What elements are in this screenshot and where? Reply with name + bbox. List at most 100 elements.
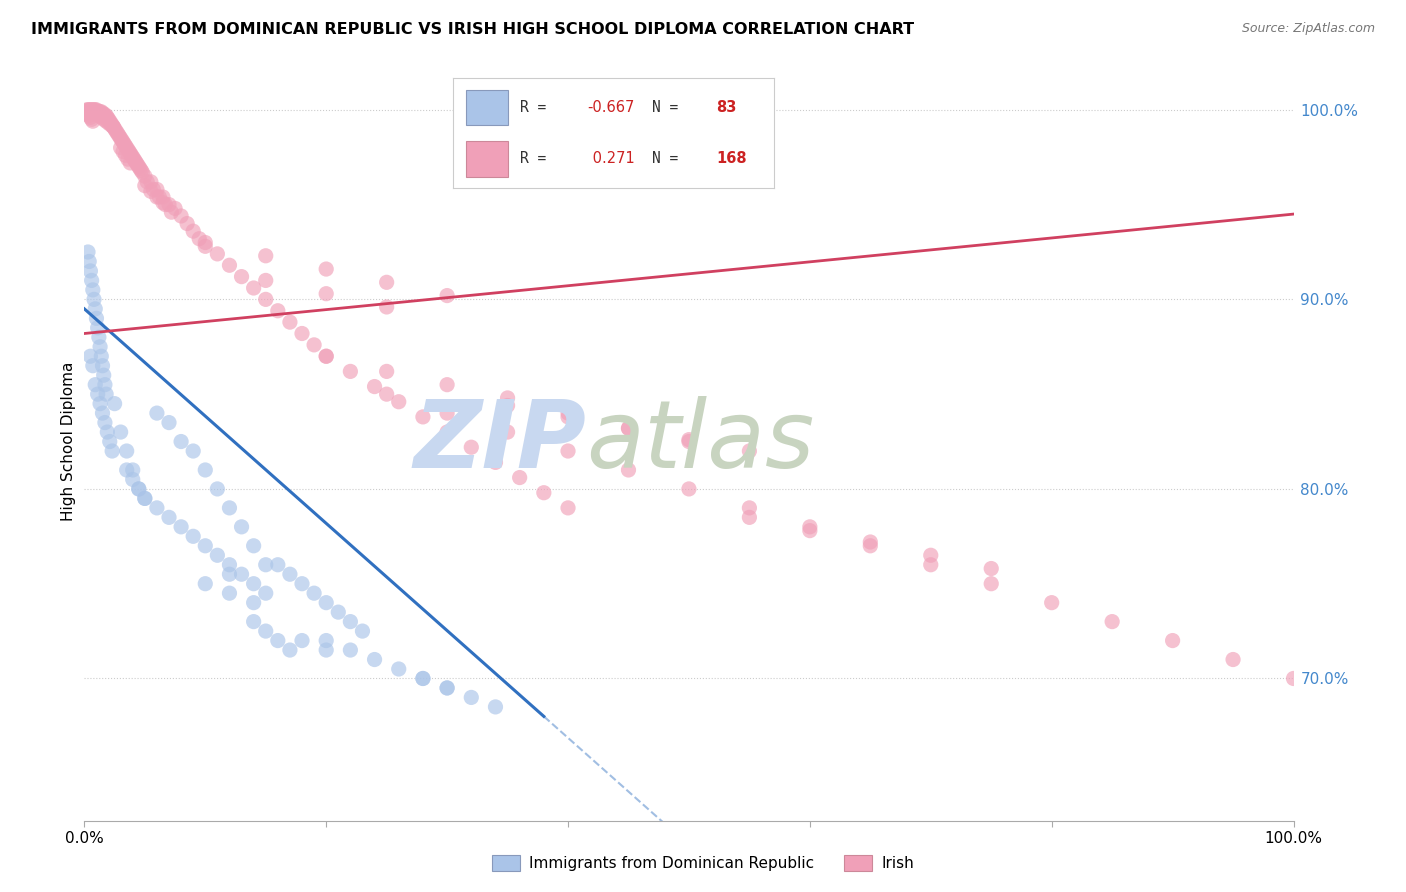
Point — [363, 652, 385, 666]
Point — [436, 681, 458, 695]
Point — [460, 690, 482, 705]
Point — [678, 433, 700, 447]
Point — [291, 633, 314, 648]
Point — [117, 143, 139, 157]
Point — [339, 615, 361, 629]
Point — [738, 500, 761, 515]
Point — [218, 567, 240, 582]
Point — [129, 163, 152, 178]
Point — [115, 463, 138, 477]
Point — [112, 136, 135, 151]
Point — [267, 558, 290, 572]
Point — [207, 247, 229, 261]
Point — [484, 699, 506, 714]
Point — [207, 548, 229, 563]
Point — [181, 529, 204, 543]
Point — [127, 158, 149, 172]
Point — [146, 500, 169, 515]
Point — [128, 482, 150, 496]
Point — [94, 387, 117, 401]
Point — [242, 281, 264, 295]
Point — [339, 364, 361, 378]
Point — [617, 421, 640, 435]
Point — [1040, 596, 1063, 610]
Point — [115, 444, 138, 458]
Point — [91, 406, 114, 420]
Point — [509, 470, 531, 484]
Legend: Immigrants from Dominican Republic, Irish: Immigrants from Dominican Republic, Iris… — [486, 849, 920, 877]
Point — [120, 146, 142, 161]
Point — [363, 379, 385, 393]
Point — [231, 269, 253, 284]
Point — [104, 396, 127, 410]
Point — [94, 108, 117, 122]
Point — [496, 391, 519, 405]
Point — [1161, 633, 1184, 648]
Point — [254, 624, 277, 639]
Point — [86, 106, 108, 120]
Point — [315, 349, 337, 363]
Point — [1282, 672, 1305, 686]
Point — [129, 161, 152, 176]
Point — [121, 463, 143, 477]
Point — [76, 103, 98, 117]
Point — [134, 491, 156, 506]
Point — [146, 190, 169, 204]
Point — [84, 377, 107, 392]
Point — [859, 539, 882, 553]
Point — [315, 349, 337, 363]
Point — [254, 558, 277, 572]
Point — [302, 338, 325, 352]
Point — [80, 112, 103, 127]
Point — [112, 145, 135, 159]
Point — [302, 586, 325, 600]
Point — [157, 416, 180, 430]
Point — [254, 273, 277, 287]
Point — [254, 293, 277, 307]
Point — [496, 425, 519, 439]
Point — [388, 394, 411, 409]
Point — [738, 444, 761, 458]
Point — [77, 106, 100, 120]
Point — [96, 111, 118, 125]
Point — [114, 148, 136, 162]
Point — [278, 315, 301, 329]
Point — [101, 444, 124, 458]
Point — [267, 303, 290, 318]
Point — [108, 129, 131, 144]
Text: IMMIGRANTS FROM DOMINICAN REPUBLIC VS IRISH HIGH SCHOOL DIPLOMA CORRELATION CHAR: IMMIGRANTS FROM DOMINICAN REPUBLIC VS IR… — [31, 22, 914, 37]
Point — [104, 123, 127, 137]
Point — [94, 114, 117, 128]
Point — [93, 106, 115, 120]
Point — [678, 434, 700, 449]
Point — [375, 275, 398, 289]
Point — [254, 586, 277, 600]
Point — [436, 406, 458, 420]
Point — [103, 120, 125, 134]
Point — [315, 286, 337, 301]
Point — [90, 349, 112, 363]
Point — [176, 217, 198, 231]
Point — [142, 182, 165, 196]
Point — [128, 482, 150, 496]
Point — [122, 152, 145, 166]
Point — [170, 520, 193, 534]
Point — [181, 224, 204, 238]
Point — [218, 586, 240, 600]
Point — [980, 561, 1002, 575]
Point — [82, 114, 104, 128]
Point — [111, 133, 134, 147]
Point — [188, 232, 211, 246]
Point — [86, 387, 108, 401]
Point — [557, 444, 579, 458]
Point — [152, 195, 174, 210]
Text: Source: ZipAtlas.com: Source: ZipAtlas.com — [1241, 22, 1375, 36]
Point — [328, 605, 350, 619]
Point — [557, 409, 579, 424]
Point — [125, 156, 148, 170]
Point — [84, 301, 107, 316]
Point — [242, 539, 264, 553]
Point — [118, 145, 141, 159]
Point — [110, 131, 132, 145]
Point — [218, 500, 240, 515]
